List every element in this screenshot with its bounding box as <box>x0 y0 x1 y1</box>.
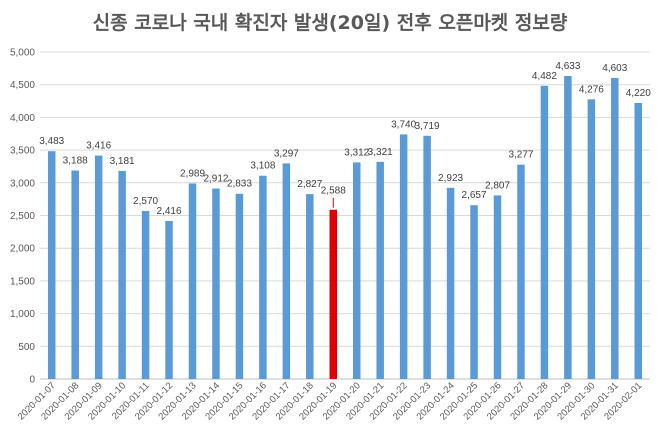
bars <box>47 76 643 380</box>
data-label: 2,989 <box>180 169 205 180</box>
data-label: 2,923 <box>438 173 463 184</box>
bar <box>446 187 455 379</box>
bar <box>399 134 408 379</box>
bar <box>376 161 384 379</box>
data-label: 3,277 <box>508 150 533 161</box>
y-tick-label: 500 <box>18 342 35 353</box>
data-label: 3,312 <box>344 147 369 158</box>
bar <box>141 210 150 379</box>
x-axis-ticks: 2020-01-072020-01-082020-01-092020-01-10… <box>16 380 645 422</box>
gridlines <box>40 51 650 380</box>
y-tick-label: 5,000 <box>10 48 35 59</box>
data-label: 2,833 <box>227 179 252 190</box>
bar <box>282 163 291 379</box>
bar <box>212 188 220 379</box>
data-label: 2,416 <box>157 206 182 217</box>
y-axis-ticks: 0 500 1,000 1,500 2,000 2,500 3,000 3,500 4,000 4… <box>10 48 35 386</box>
y-tick-label: 4,000 <box>10 113 35 124</box>
y-tick-label: 2,500 <box>10 211 35 222</box>
y-tick-label: 1,000 <box>10 309 35 320</box>
y-tick-label: 3,500 <box>10 146 35 157</box>
data-label: 3,181 <box>110 156 135 167</box>
bar <box>352 162 361 379</box>
data-label: 3,416 <box>86 141 111 152</box>
bar <box>188 183 197 379</box>
bar <box>517 164 525 379</box>
bar <box>587 99 596 379</box>
bar <box>47 151 56 379</box>
bar <box>306 194 314 379</box>
chart-title: 신종 코로나 국내 확진자 발생(20일) 전후 오픈마켓 정보량 <box>92 12 568 34</box>
data-label: 2,588 <box>321 186 346 197</box>
data-label: 3,321 <box>368 147 393 158</box>
bar <box>94 155 103 379</box>
data-label: 3,740 <box>391 119 416 130</box>
y-tick-label: 1,500 <box>10 276 35 287</box>
data-label: 3,719 <box>415 121 440 132</box>
bar <box>634 103 643 380</box>
bar <box>564 76 572 379</box>
data-label: 3,297 <box>274 148 299 159</box>
bar <box>235 193 244 379</box>
data-label: 2,912 <box>203 174 228 185</box>
y-tick-label: 3,000 <box>10 178 35 189</box>
data-label: 3,188 <box>63 156 88 167</box>
bar <box>493 195 502 379</box>
y-tick-label: 2,000 <box>10 244 35 255</box>
data-label: 2,570 <box>133 196 158 207</box>
data-label: 3,483 <box>39 136 64 147</box>
bar <box>470 205 478 379</box>
bar <box>611 77 619 379</box>
data-label: 4,633 <box>555 61 580 72</box>
data-label: 2,807 <box>485 180 510 191</box>
bar <box>423 135 431 379</box>
y-tick-label: 4,500 <box>10 80 35 91</box>
data-label: 3,108 <box>250 161 275 172</box>
bar <box>71 170 79 379</box>
bar <box>259 175 267 379</box>
bar <box>165 220 173 379</box>
data-label: 4,220 <box>626 88 651 99</box>
data-label: 4,276 <box>579 84 604 95</box>
y-tick-label: 0 <box>29 375 35 386</box>
data-label: 2,657 <box>462 190 487 201</box>
data-label: 2,827 <box>297 179 322 190</box>
bar <box>540 85 549 379</box>
bar <box>118 170 126 379</box>
data-label: 4,482 <box>532 71 557 82</box>
data-label: 4,603 <box>602 63 627 74</box>
bar <box>329 209 338 379</box>
